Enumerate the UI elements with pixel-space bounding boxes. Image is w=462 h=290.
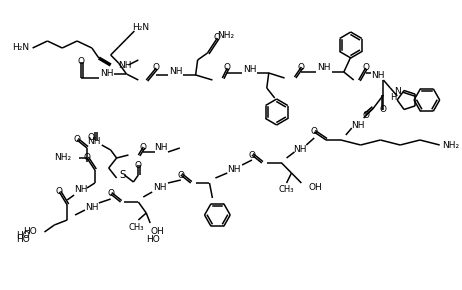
Text: O: O: [135, 160, 142, 169]
Text: NH: NH: [154, 144, 168, 153]
Text: NH: NH: [74, 186, 88, 195]
Text: O: O: [107, 189, 114, 198]
Text: CH₃: CH₃: [279, 186, 294, 195]
Text: OH: OH: [308, 182, 322, 191]
Text: H₂N: H₂N: [12, 44, 29, 52]
Text: NH: NH: [87, 137, 101, 146]
Text: NH: NH: [371, 72, 384, 81]
Text: S: S: [119, 170, 126, 180]
Text: O: O: [214, 34, 221, 43]
Text: NH₂: NH₂: [442, 140, 459, 150]
Text: H₂N: H₂N: [133, 23, 150, 32]
Text: O: O: [152, 64, 159, 72]
Text: NH: NH: [351, 121, 365, 130]
Text: O: O: [56, 188, 63, 197]
Text: OH: OH: [150, 227, 164, 237]
Text: NH: NH: [153, 184, 167, 193]
Text: NH: NH: [169, 66, 182, 75]
Text: O: O: [311, 128, 318, 137]
Text: HO: HO: [146, 235, 160, 244]
Text: NH₂: NH₂: [54, 153, 71, 162]
Text: O: O: [380, 106, 387, 115]
Text: O: O: [87, 133, 94, 142]
Text: CH₃: CH₃: [128, 224, 144, 233]
Text: NH: NH: [227, 166, 241, 175]
Text: O: O: [298, 63, 305, 72]
Text: O: O: [78, 57, 85, 66]
Text: O: O: [73, 135, 80, 144]
Text: O: O: [84, 153, 91, 162]
Text: NH: NH: [292, 146, 306, 155]
Text: H: H: [390, 93, 396, 102]
Text: NH: NH: [317, 64, 331, 72]
Text: NH: NH: [243, 64, 257, 73]
Text: HO: HO: [23, 227, 36, 237]
Text: HO: HO: [16, 235, 30, 244]
Text: HO: HO: [16, 231, 30, 240]
Text: O: O: [224, 64, 231, 72]
Text: O: O: [362, 110, 369, 119]
Text: NH: NH: [119, 61, 132, 70]
Text: NH: NH: [85, 202, 99, 211]
Text: NH₂: NH₂: [218, 30, 235, 39]
Text: N: N: [394, 88, 401, 97]
Text: O: O: [249, 151, 255, 160]
Text: NH: NH: [100, 70, 114, 79]
Text: O: O: [177, 171, 184, 180]
Text: O: O: [362, 64, 369, 72]
Text: O: O: [140, 142, 147, 151]
